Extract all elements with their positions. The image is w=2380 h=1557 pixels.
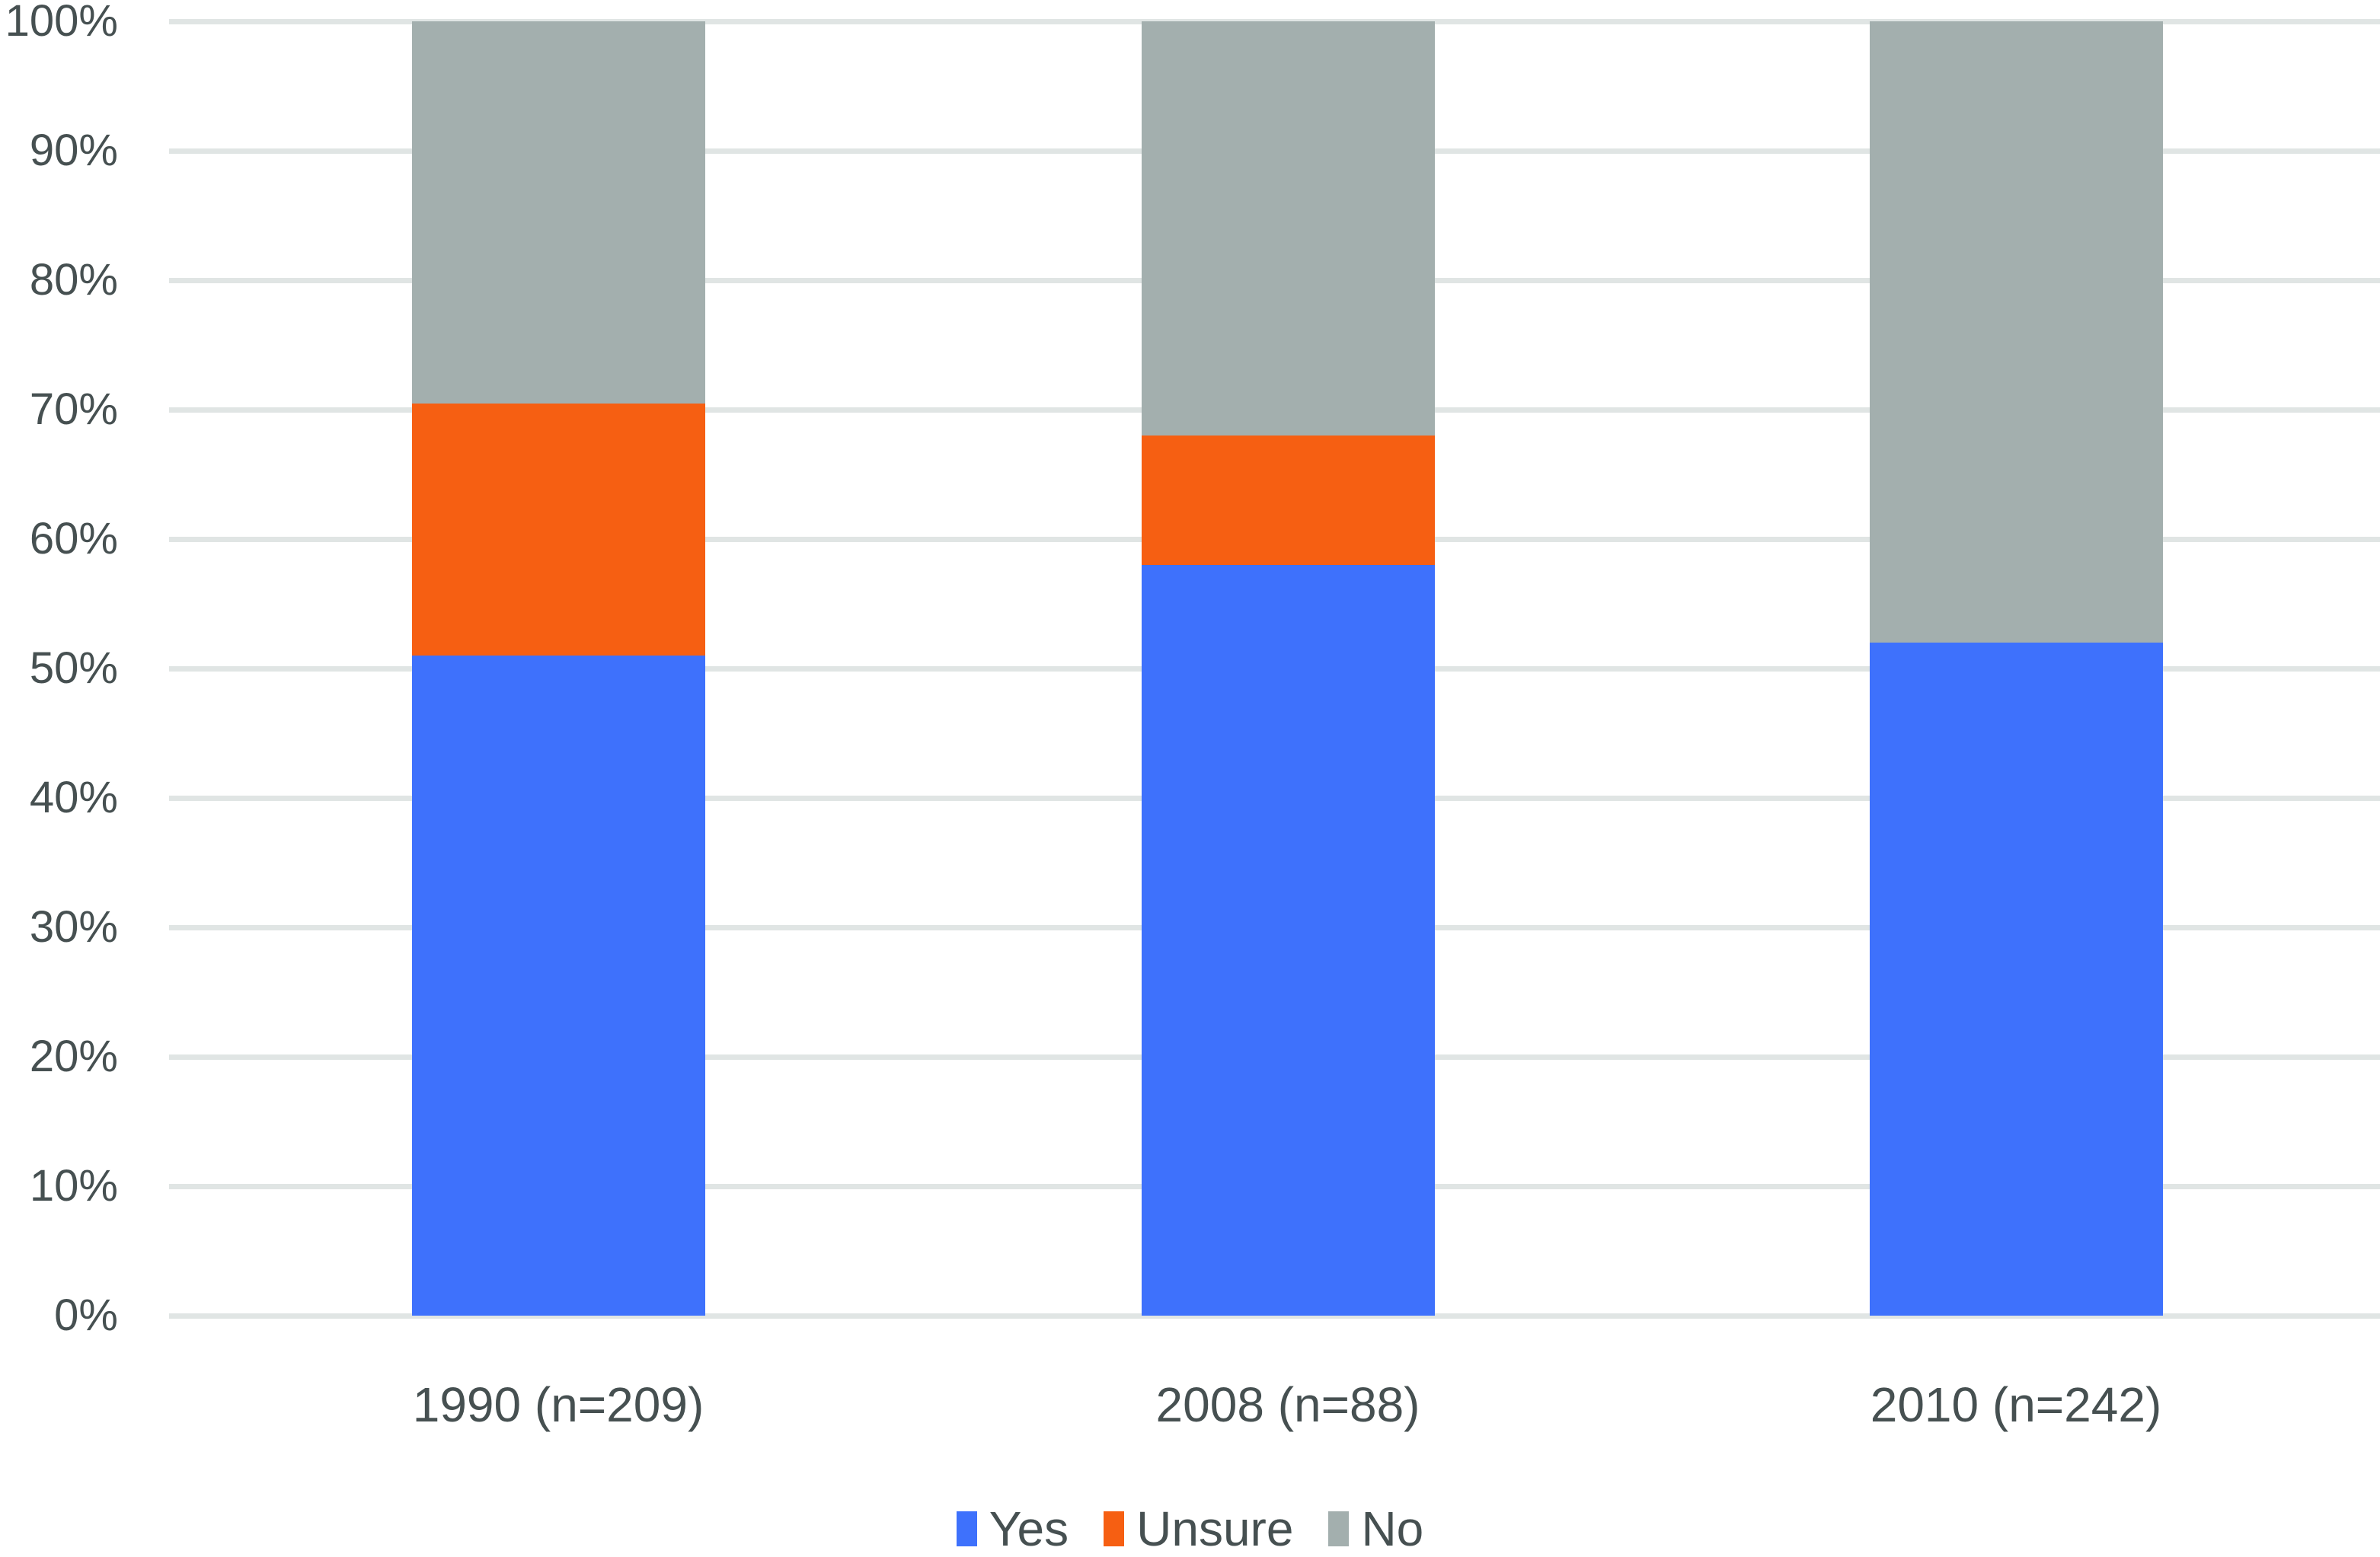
y-axis-tick-label: 40% xyxy=(29,773,118,822)
bar-segment-yes xyxy=(1141,565,1435,1316)
legend-item-no: No xyxy=(1328,1504,1423,1553)
y-axis-tick-label: 0% xyxy=(54,1291,118,1340)
y-axis-tick-label: 30% xyxy=(29,902,118,952)
legend-swatch-unsure xyxy=(1104,1511,1125,1546)
bar-segment-no xyxy=(1141,21,1435,436)
legend-label: Unsure xyxy=(1136,1501,1294,1556)
bar-segment-unsure xyxy=(1141,436,1435,565)
gridline xyxy=(169,1313,2380,1319)
y-axis-tick-label: 100% xyxy=(5,0,118,46)
y-axis-tick-label: 60% xyxy=(29,514,118,563)
legend-label: No xyxy=(1361,1501,1424,1556)
bar-segment-no xyxy=(411,21,705,404)
legend-label: Yes xyxy=(989,1501,1069,1556)
y-axis-tick-label: 80% xyxy=(29,255,118,305)
legend: Yes Unsure No xyxy=(0,1498,2380,1557)
legend-item-unsure: Unsure xyxy=(1104,1504,1293,1553)
y-axis-tick-label: 20% xyxy=(29,1032,118,1081)
y-axis-tick-label: 70% xyxy=(29,384,118,434)
bar-segment-unsure xyxy=(411,403,705,656)
bar-segment-yes xyxy=(1869,643,2163,1316)
legend-swatch-no xyxy=(1328,1511,1350,1546)
y-axis-tick-label: 90% xyxy=(29,126,118,175)
x-axis-category-label: 1990 (n=209) xyxy=(412,1377,704,1432)
bar-segment-no xyxy=(1869,21,2163,643)
legend-item-yes: Yes xyxy=(956,1501,1069,1556)
legend-swatch-yes xyxy=(956,1511,977,1546)
bar-segment-yes xyxy=(411,656,705,1316)
x-axis-category-label: 2010 (n=242) xyxy=(1870,1377,2162,1432)
x-axis-category-label: 2008 (n=88) xyxy=(1155,1377,1420,1432)
y-axis-tick-label: 50% xyxy=(29,643,118,693)
y-axis-tick-label: 10% xyxy=(29,1161,118,1211)
